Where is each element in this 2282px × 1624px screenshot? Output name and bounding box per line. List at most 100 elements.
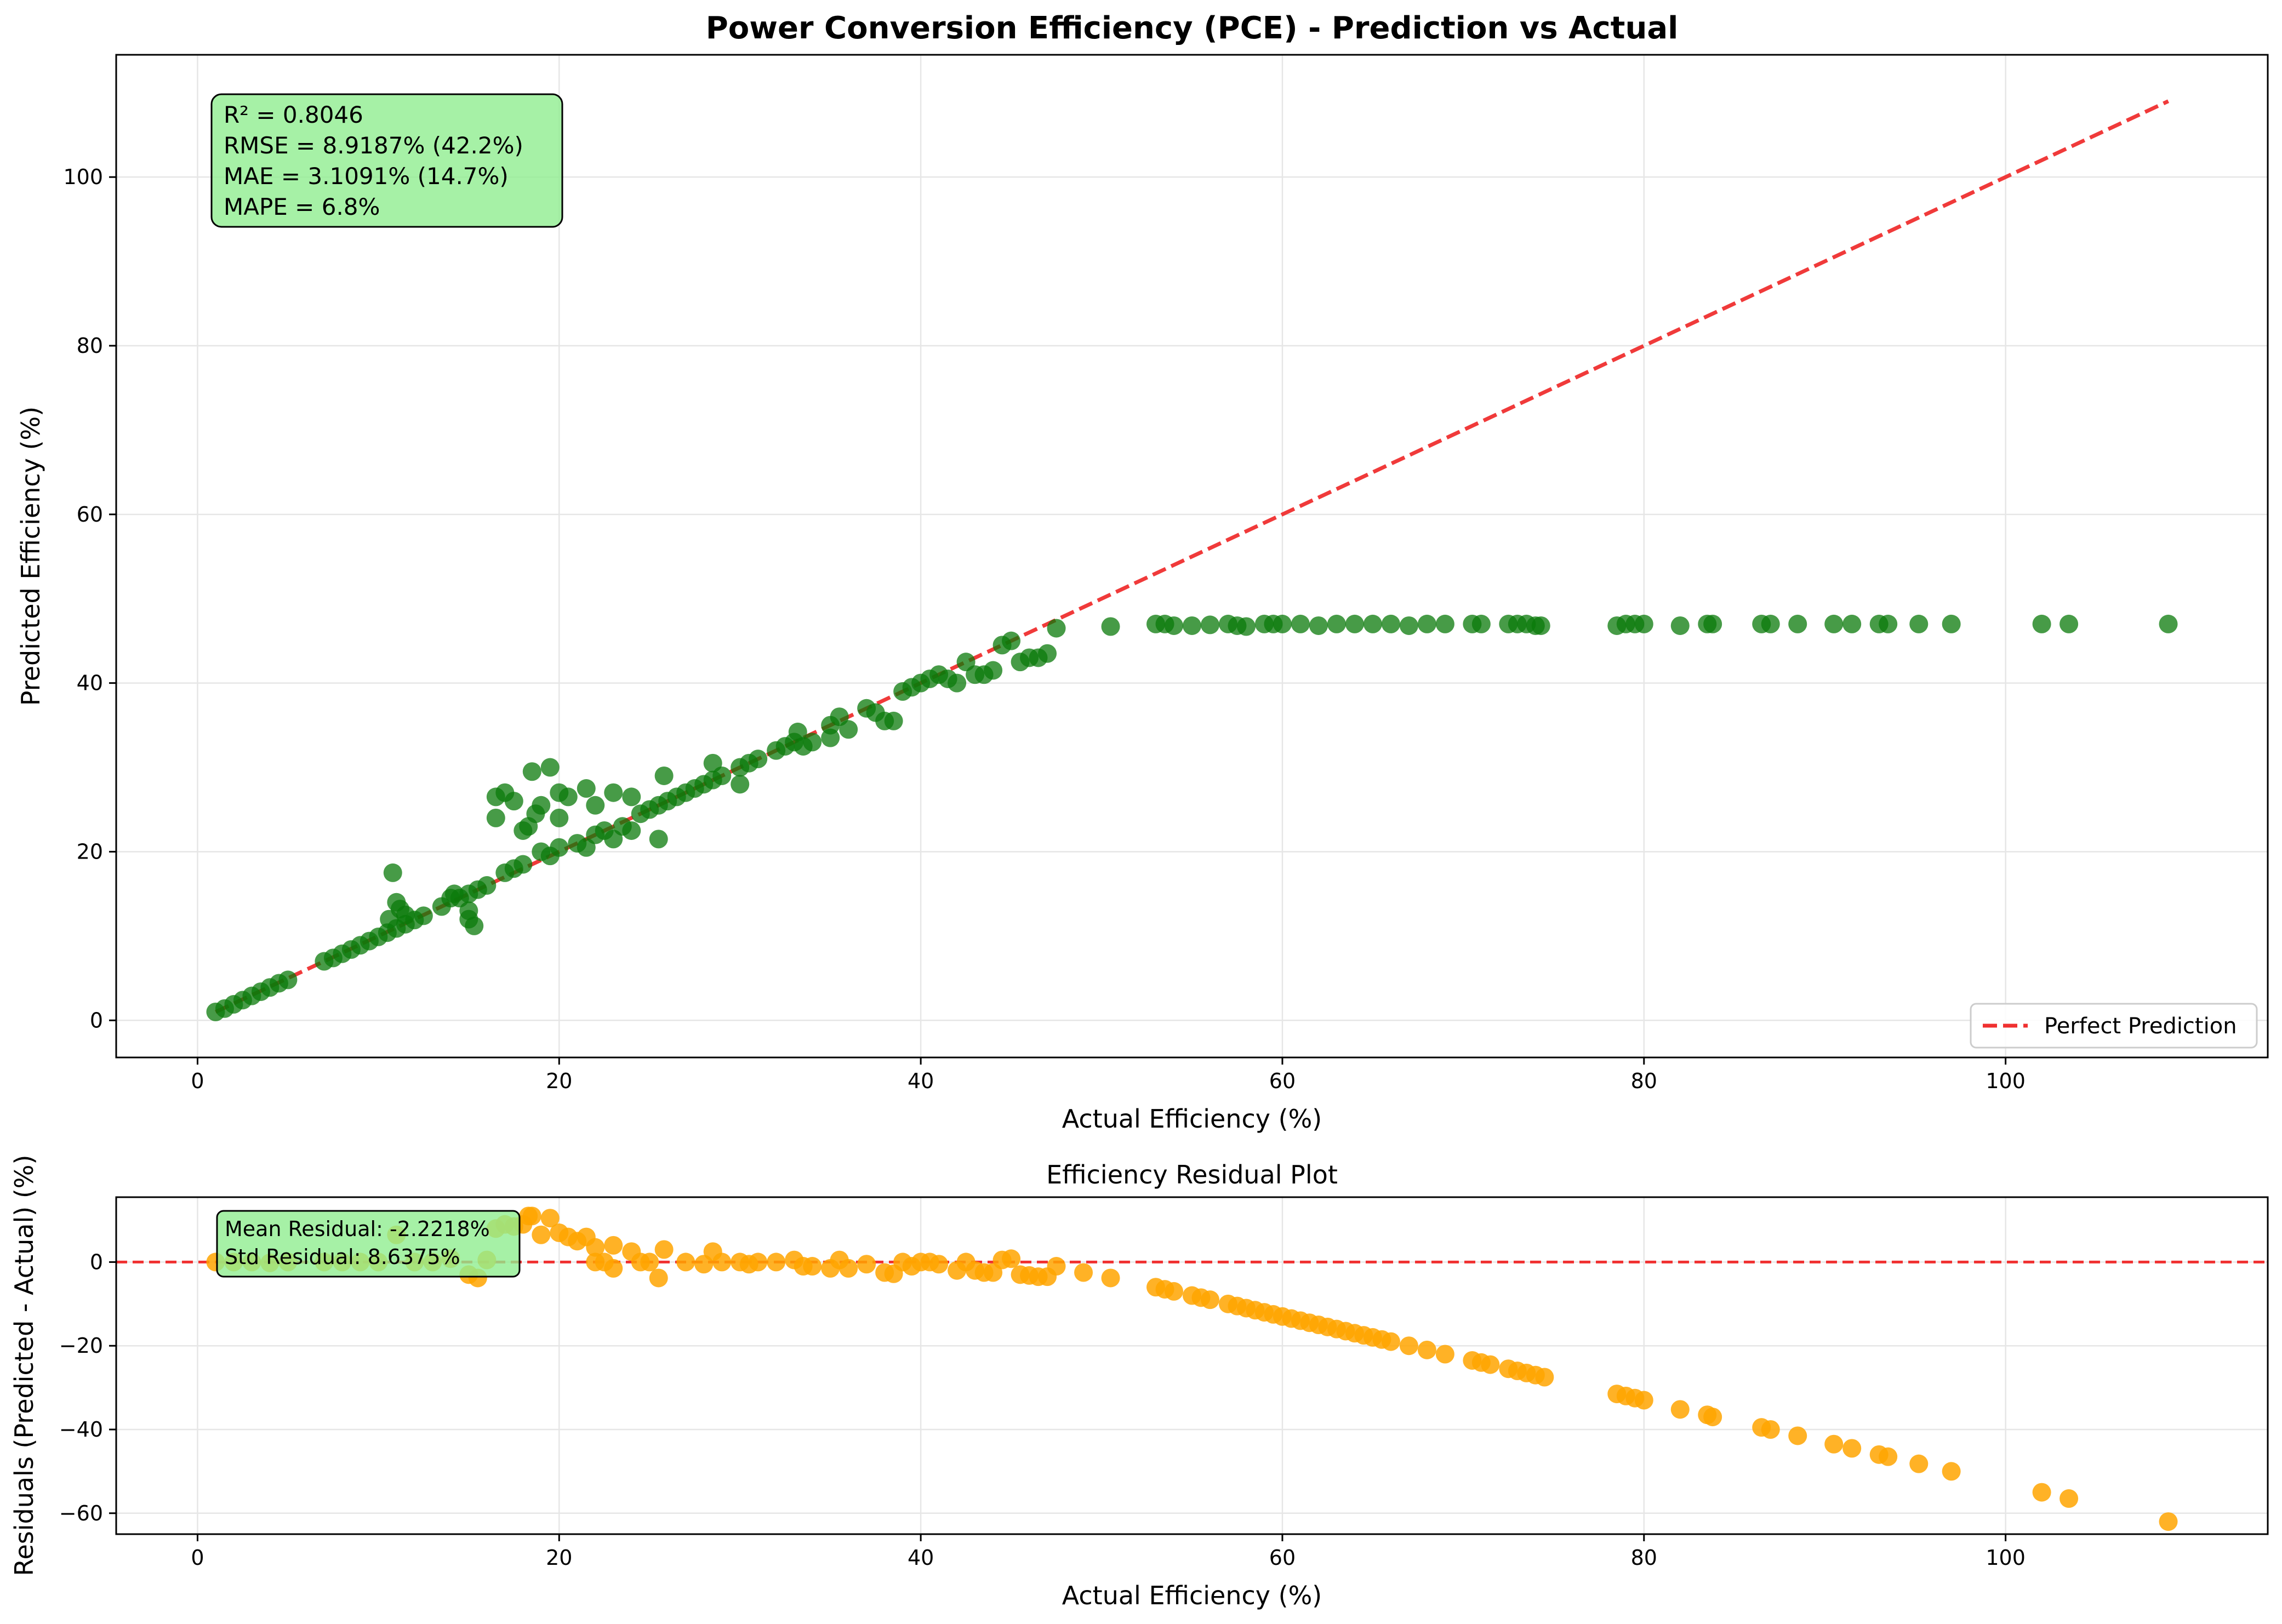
y-tick-label: 60 xyxy=(77,502,103,527)
data-point xyxy=(1761,1420,1780,1439)
data-point xyxy=(1824,1434,1844,1454)
data-point xyxy=(884,711,903,730)
data-point xyxy=(1038,644,1057,663)
data-point xyxy=(1309,616,1328,635)
data-point xyxy=(839,1259,858,1278)
x-tick-label: 0 xyxy=(191,1546,204,1570)
data-point xyxy=(540,758,560,777)
data-point xyxy=(803,1257,822,1276)
data-point xyxy=(540,1209,560,1228)
data-point xyxy=(676,1253,695,1272)
data-point xyxy=(586,796,605,815)
data-point xyxy=(788,722,807,741)
data-point xyxy=(749,750,768,769)
data-point xyxy=(1879,614,1898,633)
x-tick-label: 20 xyxy=(546,1069,572,1093)
x-tick-label: 100 xyxy=(1986,1069,2026,1093)
stat-mape: MAPE = 6.8% xyxy=(224,193,380,220)
data-point xyxy=(2032,614,2051,633)
top-y-ticks: 0 20 40 60 80 100 xyxy=(63,165,116,1032)
stat-mae: MAE = 3.1091% (14.7%) xyxy=(224,163,509,190)
prediction-vs-actual-panel: Power Conversion Efficiency (PCE) - Pred… xyxy=(16,10,2269,1134)
data-point xyxy=(1909,614,1929,633)
data-point xyxy=(803,733,822,752)
bottom-stats-box: Mean Residual: -2.2218% Std Residual: 8.… xyxy=(216,1210,521,1278)
perfect-prediction-line xyxy=(214,99,2170,1014)
data-point xyxy=(2059,1489,2079,1508)
data-point xyxy=(1002,1249,1021,1268)
data-point xyxy=(1399,616,1418,635)
data-point xyxy=(1291,614,1310,633)
x-tick-label: 40 xyxy=(908,1546,934,1570)
data-point xyxy=(821,728,840,747)
data-point xyxy=(839,720,858,739)
data-point xyxy=(1417,614,1436,633)
data-point xyxy=(532,1225,551,1244)
stat-std-residual: Std Residual: 8.6375% xyxy=(225,1245,460,1269)
data-point xyxy=(2059,614,2079,633)
data-point xyxy=(749,1253,768,1272)
data-point xyxy=(929,1255,949,1274)
data-point xyxy=(1074,1263,1093,1282)
y-tick-label: 0 xyxy=(90,1250,103,1274)
data-point xyxy=(396,905,415,924)
data-point xyxy=(459,901,478,920)
data-point xyxy=(522,762,541,781)
data-point xyxy=(514,821,533,840)
top-grid xyxy=(116,55,2268,1057)
data-point xyxy=(1101,617,1120,636)
data-point xyxy=(1824,614,1844,633)
data-point xyxy=(1363,614,1382,633)
data-point xyxy=(558,787,578,807)
data-point xyxy=(712,1253,732,1272)
top-x-ticks: 0 20 40 60 80 100 xyxy=(191,1057,2026,1093)
data-point xyxy=(1670,616,1690,635)
data-point xyxy=(1345,614,1364,633)
data-point xyxy=(1381,614,1400,633)
data-point xyxy=(640,1253,659,1272)
data-point xyxy=(1703,1408,1722,1427)
y-tick-label: −40 xyxy=(59,1417,103,1442)
data-point xyxy=(622,821,641,840)
data-point xyxy=(1101,1268,1120,1288)
data-point xyxy=(1435,1345,1454,1364)
top-stats-box-background xyxy=(210,93,563,228)
data-point xyxy=(1236,617,1256,636)
data-point xyxy=(1381,1332,1400,1351)
data-point xyxy=(504,792,523,811)
data-point xyxy=(1047,1257,1066,1276)
data-point xyxy=(1879,1447,1898,1466)
data-point xyxy=(1535,1368,1554,1387)
data-point xyxy=(1761,614,1780,633)
data-point xyxy=(477,876,497,895)
bottom-x-ticks: 0 20 40 60 80 100 xyxy=(191,1534,2026,1570)
data-point xyxy=(1200,615,1219,634)
data-point xyxy=(984,661,1003,680)
data-point xyxy=(1435,614,1454,633)
data-point xyxy=(767,1253,786,1272)
bottom-stats-box-background xyxy=(216,1210,521,1278)
data-point xyxy=(550,838,569,857)
data-point xyxy=(1200,1290,1219,1310)
data-point xyxy=(2159,1512,2178,1531)
x-tick-label: 80 xyxy=(1631,1546,1657,1570)
data-point xyxy=(577,779,596,798)
data-point xyxy=(278,970,298,990)
data-point xyxy=(550,808,569,827)
data-point xyxy=(532,796,551,815)
data-point xyxy=(444,884,464,904)
data-point xyxy=(1634,614,1653,633)
data-point xyxy=(465,916,484,935)
top-plot-frame xyxy=(115,54,2269,1059)
data-point xyxy=(654,766,674,785)
data-point xyxy=(857,1255,876,1274)
data-point xyxy=(2032,1483,2051,1502)
stat-rmse: RMSE = 8.9187% (42.2%) xyxy=(224,132,523,159)
x-tick-label: 20 xyxy=(546,1546,572,1570)
y-tick-label: −60 xyxy=(59,1501,103,1525)
y-tick-label: 100 xyxy=(63,165,103,189)
data-point xyxy=(712,766,732,785)
data-point xyxy=(604,1236,623,1255)
data-point xyxy=(514,855,533,874)
